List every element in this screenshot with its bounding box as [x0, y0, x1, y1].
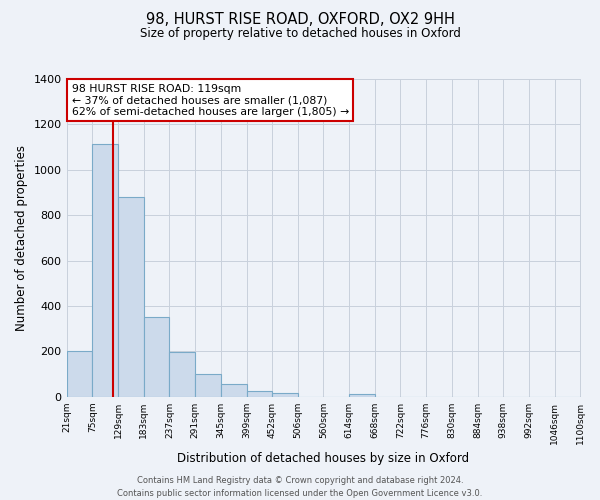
Text: Contains HM Land Registry data © Crown copyright and database right 2024.
Contai: Contains HM Land Registry data © Crown c… [118, 476, 482, 498]
Text: Size of property relative to detached houses in Oxford: Size of property relative to detached ho… [140, 28, 460, 40]
Bar [195, 374, 221, 396]
Text: 98 HURST RISE ROAD: 119sqm
← 37% of detached houses are smaller (1,087)
62% of s: 98 HURST RISE ROAD: 119sqm ← 37% of deta… [71, 84, 349, 117]
Bar [118, 197, 144, 396]
X-axis label: Distribution of detached houses by size in Oxford: Distribution of detached houses by size … [178, 452, 470, 465]
Bar [349, 394, 375, 396]
Bar [221, 384, 247, 396]
Bar [272, 394, 298, 396]
Bar [67, 352, 92, 397]
Text: 98, HURST RISE ROAD, OXFORD, OX2 9HH: 98, HURST RISE ROAD, OXFORD, OX2 9HH [146, 12, 454, 28]
Bar [92, 144, 118, 396]
Bar [247, 391, 272, 396]
Y-axis label: Number of detached properties: Number of detached properties [15, 145, 28, 331]
Bar [144, 318, 169, 396]
Bar [169, 352, 195, 397]
